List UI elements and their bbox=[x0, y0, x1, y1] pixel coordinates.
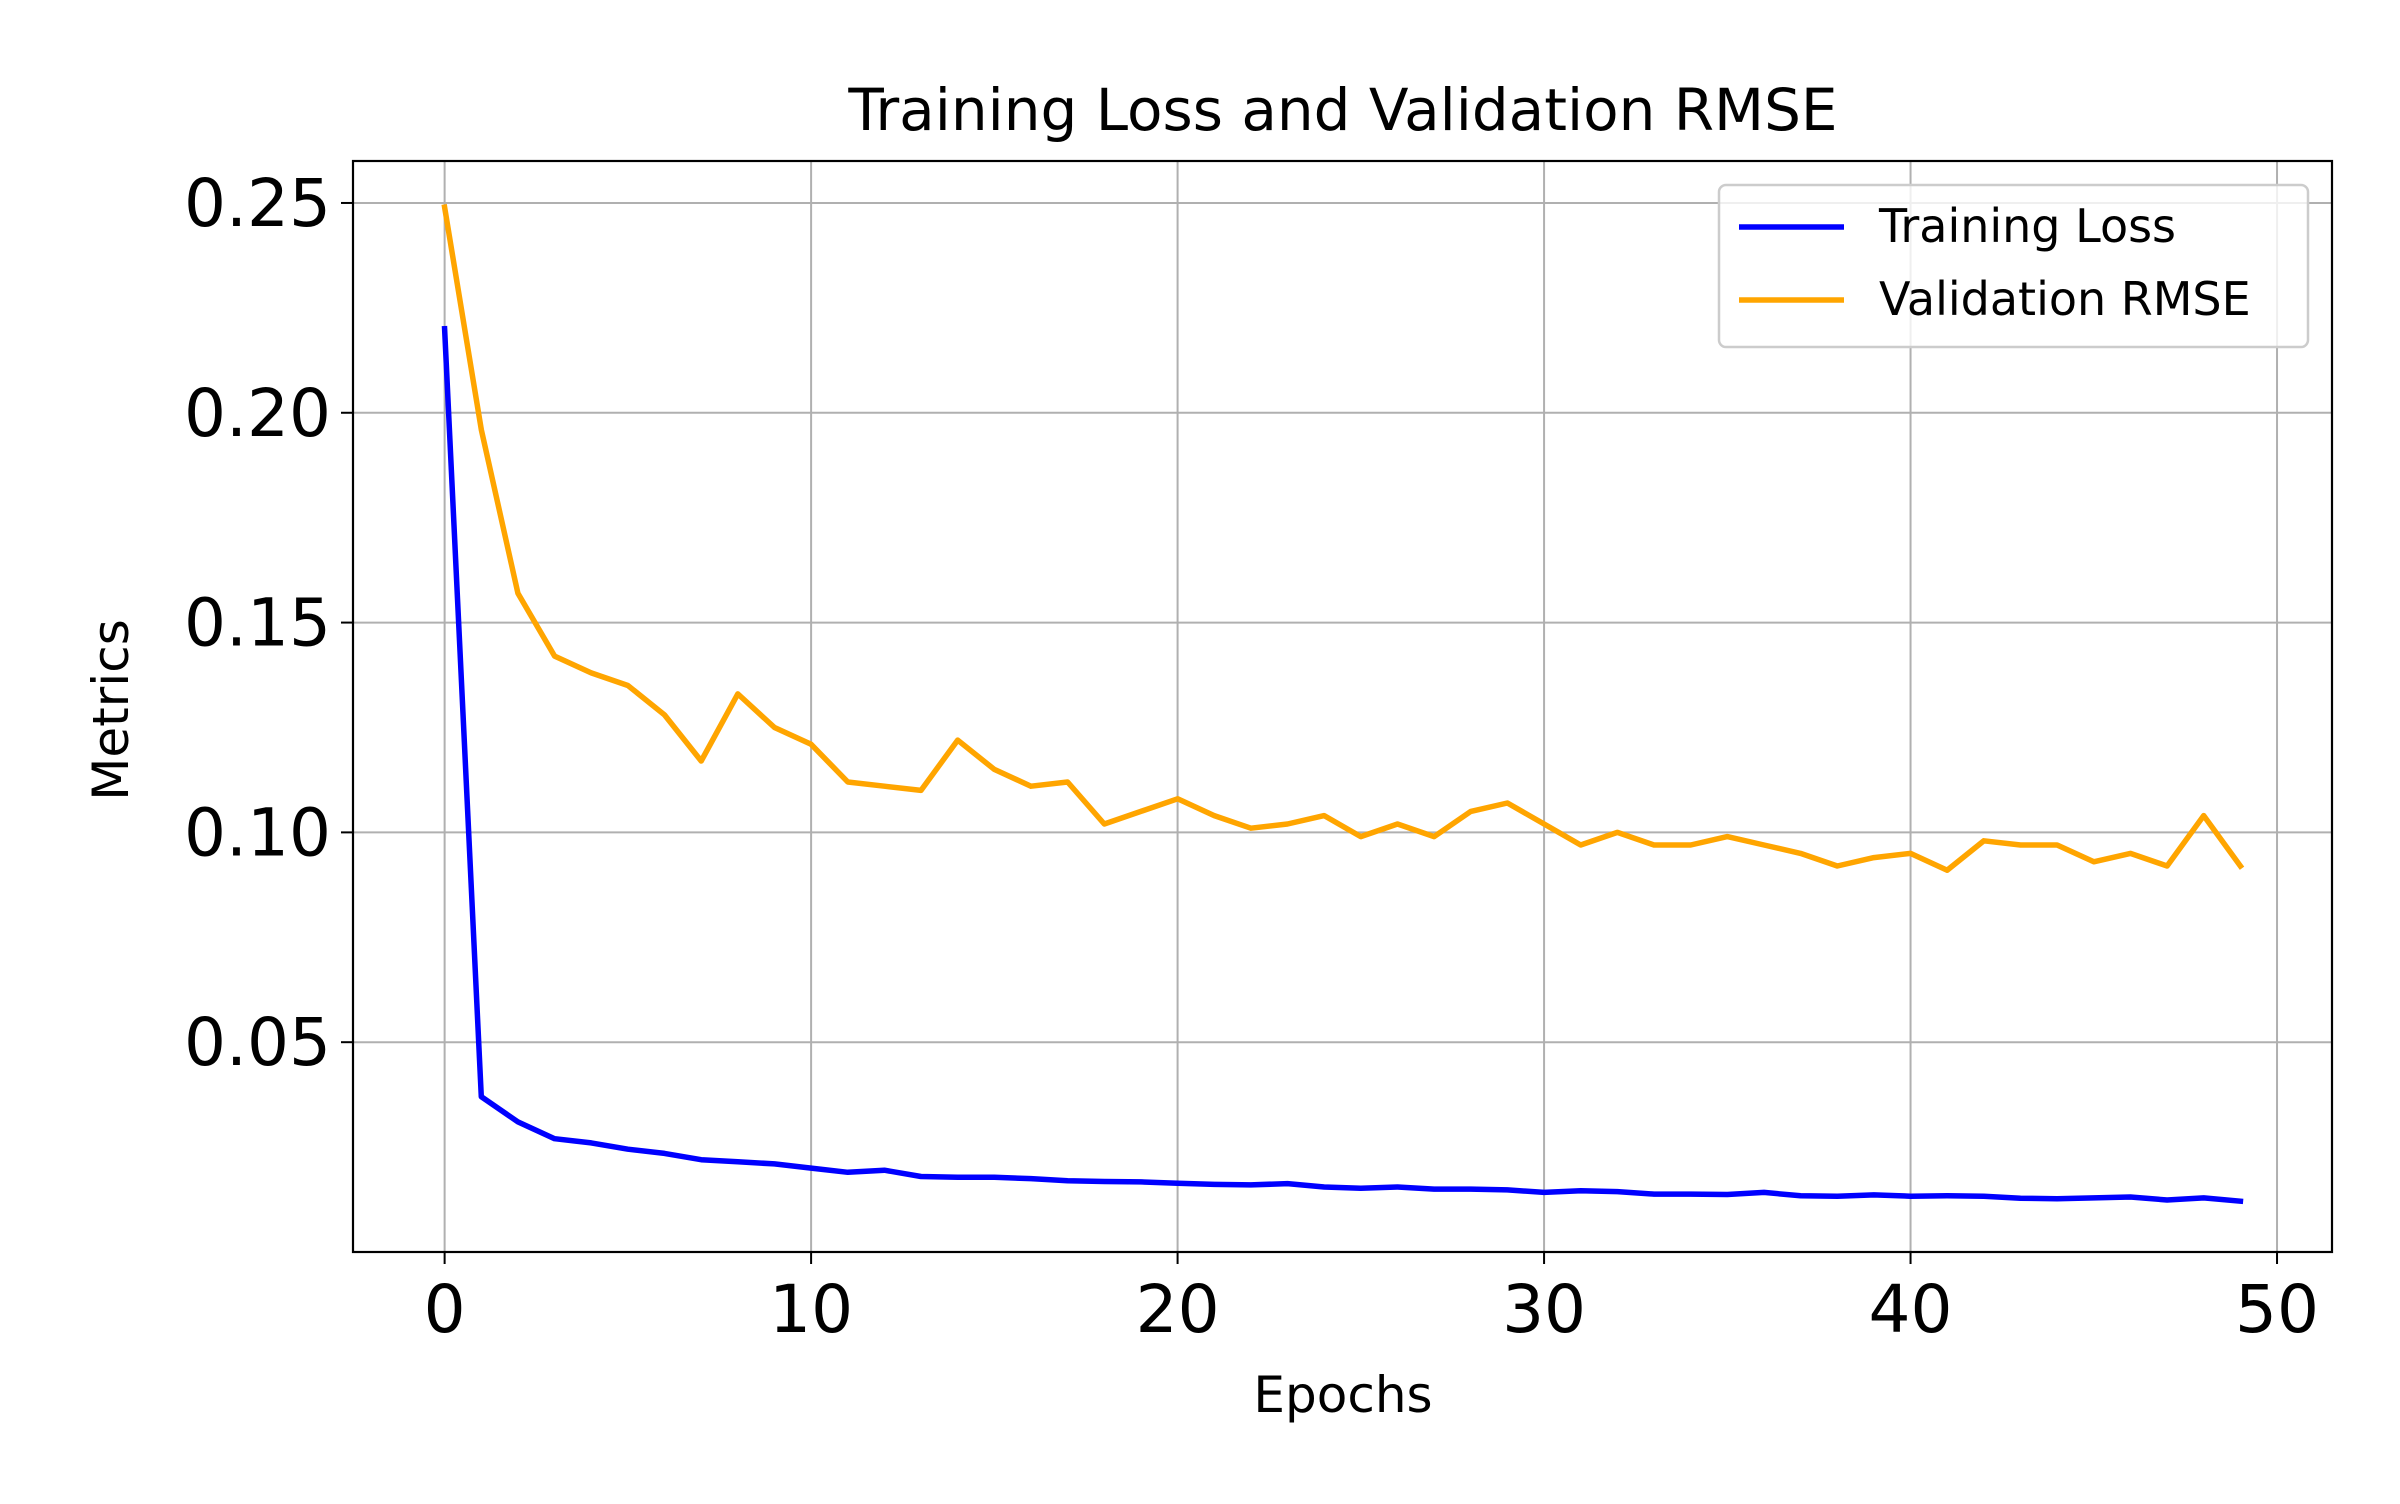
x-tick-label: 20 bbox=[1136, 1271, 1220, 1348]
y-tick-label: 0.20 bbox=[184, 375, 331, 452]
y-tick-label: 0.10 bbox=[184, 794, 331, 871]
x-tick-label: 40 bbox=[1869, 1271, 1953, 1348]
y-axis-label: Metrics bbox=[82, 619, 140, 801]
x-tick-label: 0 bbox=[424, 1271, 466, 1348]
x-axis-label: Epochs bbox=[1253, 1366, 1432, 1424]
x-tick-label: 30 bbox=[1502, 1271, 1586, 1348]
series-lines bbox=[441, 204, 2245, 1205]
legend-label-training-loss: Training Loss bbox=[1878, 199, 2176, 253]
series-line-validation-rmse bbox=[441, 204, 2245, 873]
series-line-training-loss bbox=[441, 325, 2244, 1205]
x-tick-label: 50 bbox=[2235, 1271, 2319, 1348]
axis-ticks: 0 10 20 30 40 50 0.05 0.10 0.15 0.20 0.25 bbox=[184, 165, 2319, 1348]
x-tick-label: 10 bbox=[769, 1271, 853, 1348]
y-tick-label: 0.15 bbox=[184, 585, 331, 662]
chart-legend: Training Loss Validation RMSE bbox=[1717, 183, 2310, 349]
y-tick-label: 0.05 bbox=[184, 1004, 331, 1081]
plot-area-frame bbox=[351, 159, 2334, 1254]
y-tick-label: 0.25 bbox=[184, 165, 331, 242]
chart-title: Training Loss and Validation RMSE bbox=[847, 76, 1837, 144]
legend-label-validation-rmse: Validation RMSE bbox=[1879, 272, 2251, 326]
legend-box bbox=[1717, 183, 2310, 349]
